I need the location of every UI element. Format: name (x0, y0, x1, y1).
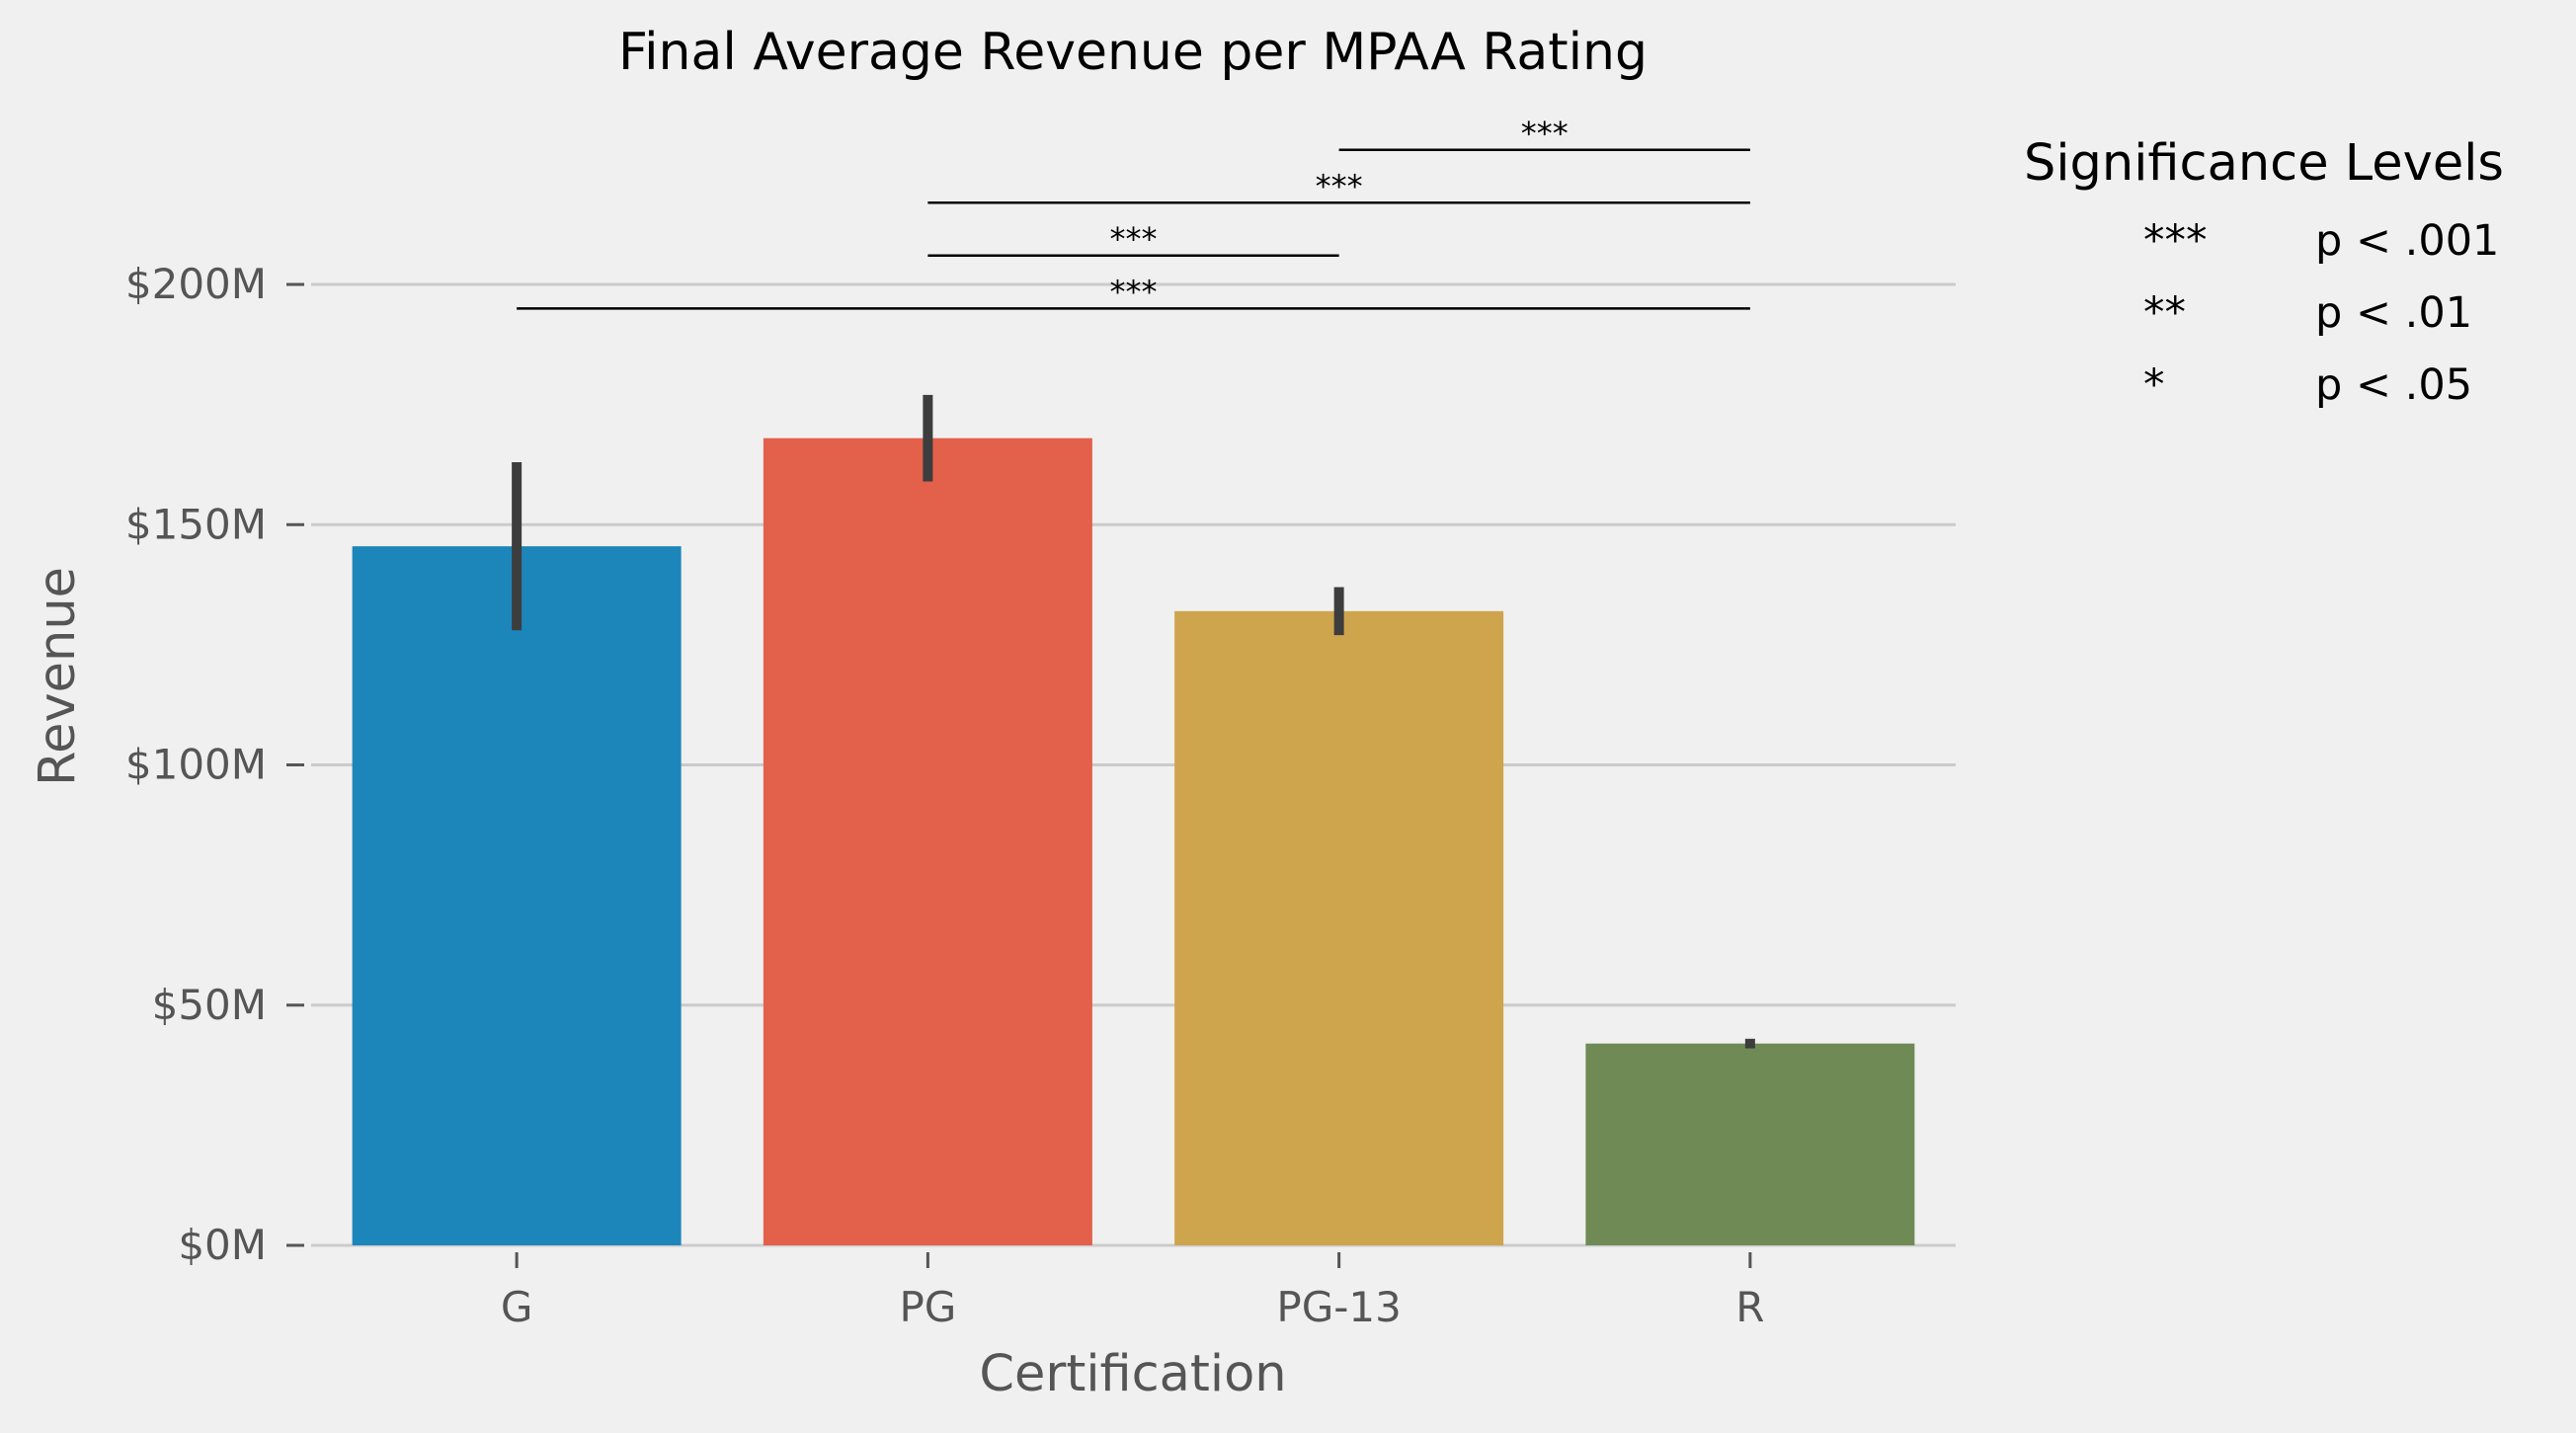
bar-r (1585, 1043, 1915, 1245)
y-tick-label: $50M (152, 981, 267, 1029)
significance-label: *** (1110, 273, 1158, 310)
x-tick-label: PG-13 (1276, 1283, 1401, 1331)
significance-label: *** (1521, 115, 1569, 152)
x-tick-label: PG (899, 1283, 956, 1331)
bar-pg-13 (1174, 610, 1504, 1245)
legend-text: p < .001 (2315, 216, 2499, 266)
y-axis-label: Revenue (29, 567, 87, 786)
y-tick-label: $150M (125, 500, 267, 548)
x-axis: G PG PG-13 R (501, 1252, 1764, 1331)
significance-label: *** (1110, 220, 1158, 258)
legend-symbol: *** (2143, 216, 2208, 266)
significance-legend: Significance Levels *** p < .001 ** p < .01… (2024, 134, 2504, 410)
bar-pg (763, 438, 1092, 1245)
y-tick-label: $0M (178, 1221, 267, 1269)
y-axis: $0M $50M $100M $150M $200M (125, 260, 304, 1269)
bar-g (352, 546, 682, 1245)
significance-label: *** (1316, 167, 1363, 204)
legend-symbol: ** (2143, 288, 2186, 338)
x-axis-label: Certification (979, 1345, 1286, 1403)
x-tick-label: G (501, 1283, 533, 1331)
bars (352, 438, 1915, 1245)
y-tick-label: $100M (125, 741, 267, 789)
x-tick-label: R (1735, 1283, 1764, 1331)
legend-title: Significance Levels (2024, 134, 2504, 193)
legend-symbol: * (2143, 360, 2165, 410)
y-tick-label: $200M (125, 260, 267, 308)
chart-title: Final Average Revenue per MPAA Rating (618, 23, 1648, 82)
error-bars (512, 394, 1755, 1049)
legend-text: p < .01 (2315, 288, 2472, 338)
significance-brackets: *** *** *** *** (517, 115, 1750, 310)
legend-text: p < .05 (2315, 360, 2472, 410)
